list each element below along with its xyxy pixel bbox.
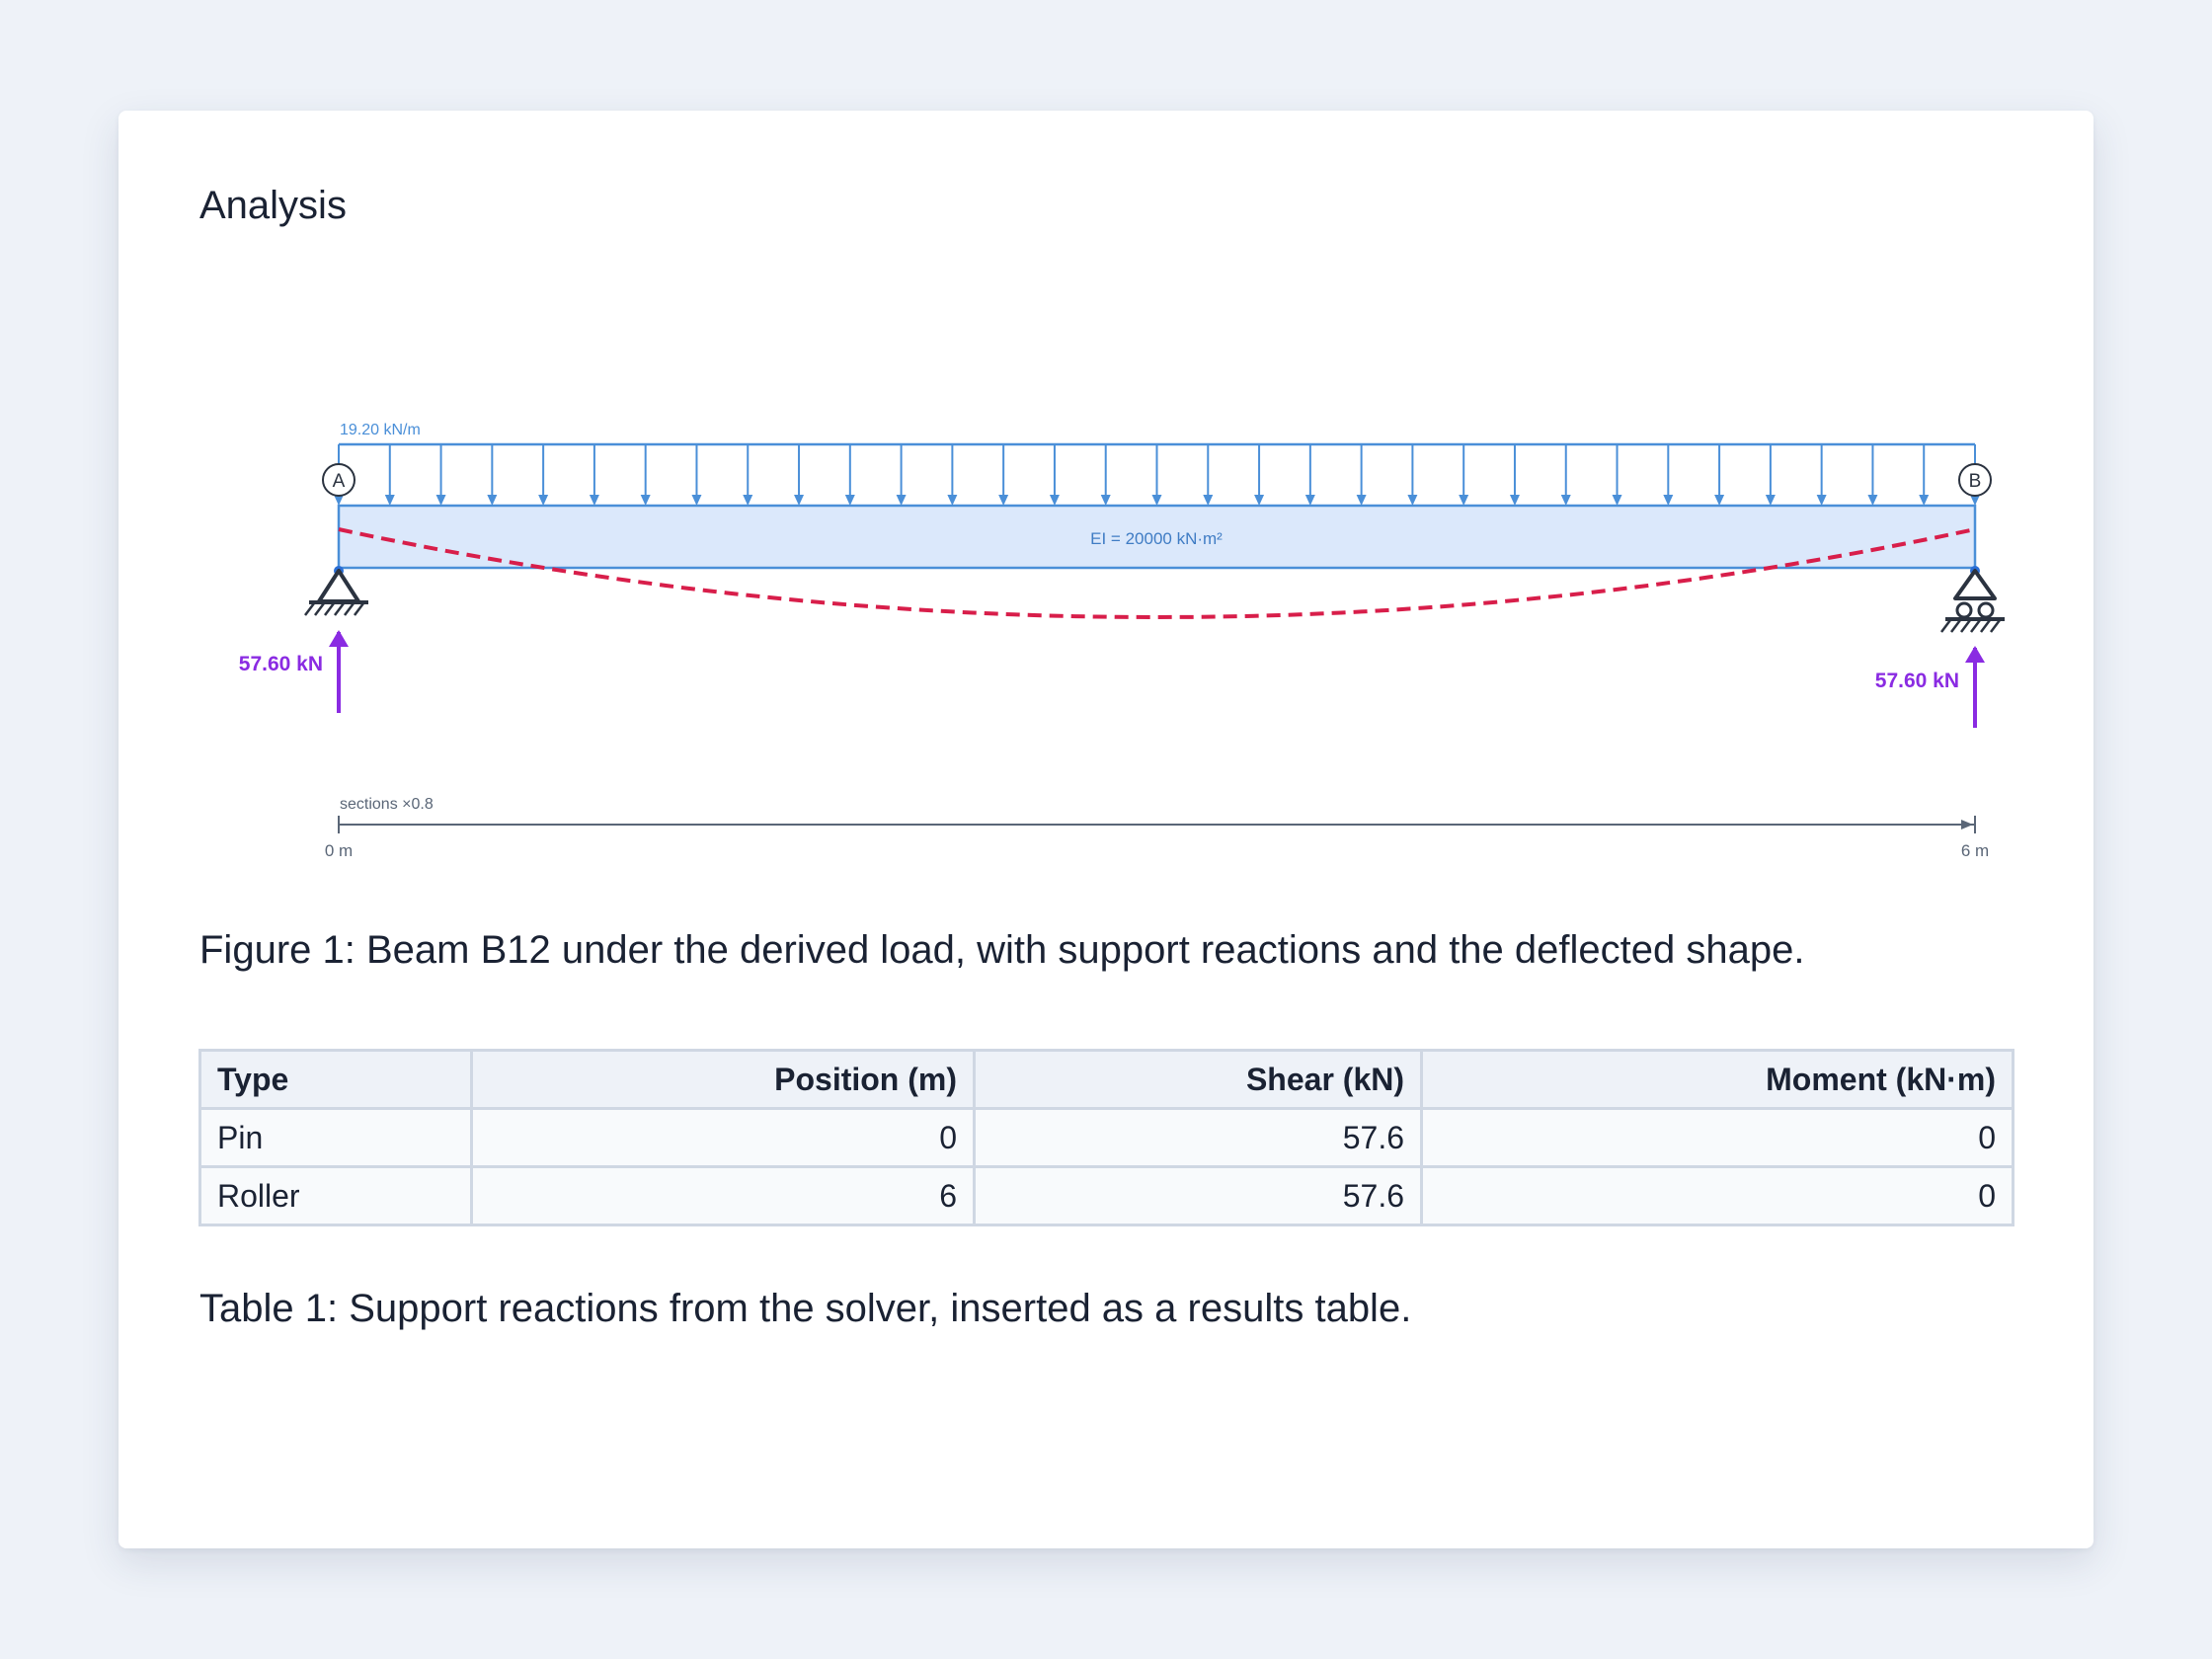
header-moment: Moment (kN·m) (1420, 1049, 2014, 1110)
dimension-start-label: 0 m (325, 841, 353, 860)
cell-type: Pin (198, 1107, 473, 1168)
cell-shear: 57.6 (973, 1165, 1423, 1226)
load-arrow (1867, 444, 1878, 506)
results-table: Type Position (m) Shear (kN) Moment (kN·… (198, 1049, 2014, 1226)
load-arrow (1151, 444, 1162, 506)
load-arrow (1714, 444, 1725, 506)
reaction-label-left: 57.60 kN (239, 653, 323, 675)
load-arrow (794, 444, 805, 506)
load-arrow (1407, 444, 1418, 506)
analysis-card: Analysis 19.20 kN/m EI = 20000 kN·m² A B (118, 111, 2094, 1548)
load-arrow (1203, 444, 1214, 506)
cell-position: 0 (470, 1107, 976, 1168)
load-arrow (743, 444, 753, 506)
beam-diagram: 19.20 kN/m EI = 20000 kN·m² A B (239, 422, 2005, 860)
reaction-label-right: 57.60 kN (1875, 670, 1959, 692)
load-arrow (1612, 444, 1622, 506)
reaction-arrow-right (1965, 646, 1985, 728)
table-caption: Table 1: Support reactions from the solv… (199, 1287, 1412, 1330)
deflected-shape (338, 527, 1976, 620)
pin-support (304, 566, 368, 616)
node-b-marker: B (1958, 463, 1992, 497)
load-arrow (947, 444, 958, 506)
scale-label: sections ×0.8 (340, 796, 434, 813)
ei-label: EI = 20000 kN·m² (1090, 529, 1223, 548)
load-arrow (538, 444, 549, 506)
load-arrow (896, 444, 907, 506)
load-arrow (1304, 444, 1315, 506)
header-type: Type (198, 1049, 473, 1110)
load-arrow (844, 444, 855, 506)
load-arrow (589, 444, 599, 506)
load-arrow (691, 444, 702, 506)
dimension-end-label: 6 m (1961, 841, 1989, 860)
table-row: Roller 6 57.6 0 (198, 1165, 2014, 1226)
load-arrow (1100, 444, 1111, 506)
cell-type: Roller (198, 1165, 473, 1226)
load-arrow (1765, 444, 1776, 506)
node-b-label: B (1969, 471, 1982, 492)
cell-moment: 0 (1420, 1165, 2014, 1226)
load-arrow (1254, 444, 1265, 506)
load-arrow (1509, 444, 1520, 506)
section-title: Analysis (199, 184, 347, 227)
load-arrow (487, 444, 498, 506)
load-label: 19.20 kN/m (340, 422, 421, 438)
roller-support (1940, 566, 2005, 633)
load-arrow (1049, 444, 1060, 506)
reaction-arrow-left (329, 630, 349, 713)
load-arrow (998, 444, 1009, 506)
node-a-label: A (333, 471, 346, 492)
cell-position: 6 (470, 1165, 976, 1226)
load-arrow (1919, 444, 1930, 506)
table-header-row: Type Position (m) Shear (kN) Moment (kN·… (198, 1049, 2014, 1110)
cell-shear: 57.6 (973, 1107, 1423, 1168)
header-position: Position (m) (470, 1049, 976, 1110)
load-arrow (1459, 444, 1469, 506)
node-a-marker: A (322, 463, 356, 497)
load-arrow (640, 444, 651, 506)
header-shear: Shear (kN) (973, 1049, 1423, 1110)
cell-moment: 0 (1420, 1107, 2014, 1168)
beam-body (337, 504, 1977, 570)
load-arrow (1816, 444, 1827, 506)
load-arrow (1560, 444, 1571, 506)
load-arrow (384, 444, 395, 506)
figure-caption: Figure 1: Beam B12 under the derived loa… (199, 928, 1805, 972)
table-row: Pin 0 57.6 0 (198, 1107, 2014, 1168)
dimension-line (338, 816, 1976, 833)
load-arrow (435, 444, 446, 506)
load-arrow (1663, 444, 1674, 506)
load-arrow (1356, 444, 1367, 506)
distributed-load-arrows (334, 444, 1980, 506)
